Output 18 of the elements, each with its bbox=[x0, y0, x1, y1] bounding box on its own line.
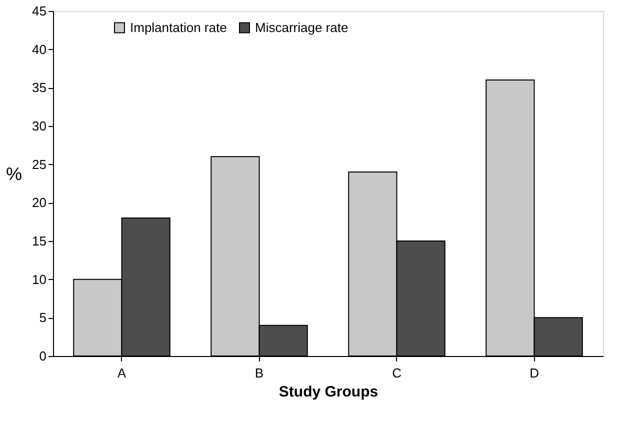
y-tick-label: 30 bbox=[32, 118, 46, 134]
y-tick-label: 35 bbox=[32, 80, 46, 96]
x-tick-label: D bbox=[530, 366, 539, 380]
y-tick-label: 0 bbox=[39, 348, 46, 364]
legend-label: Miscarriage rate bbox=[255, 20, 348, 35]
x-tick-label: B bbox=[254, 366, 264, 380]
y-tick-label: 25 bbox=[32, 156, 46, 172]
x-tick-label: C bbox=[392, 366, 402, 380]
y-axis-title: % bbox=[6, 164, 22, 184]
y-tick-label: 45 bbox=[32, 4, 46, 18]
y-tick-label: 15 bbox=[32, 234, 46, 248]
y-tick-label: 5 bbox=[39, 310, 46, 326]
x-tick-label: A bbox=[117, 366, 126, 380]
y-tick-label: 20 bbox=[32, 195, 46, 210]
x-axis-title: Study Groups bbox=[278, 384, 378, 400]
y-tick-label: 40 bbox=[32, 42, 46, 57]
y-tick-label: 10 bbox=[32, 272, 46, 287]
legend-label: Implantation rate bbox=[130, 20, 227, 35]
